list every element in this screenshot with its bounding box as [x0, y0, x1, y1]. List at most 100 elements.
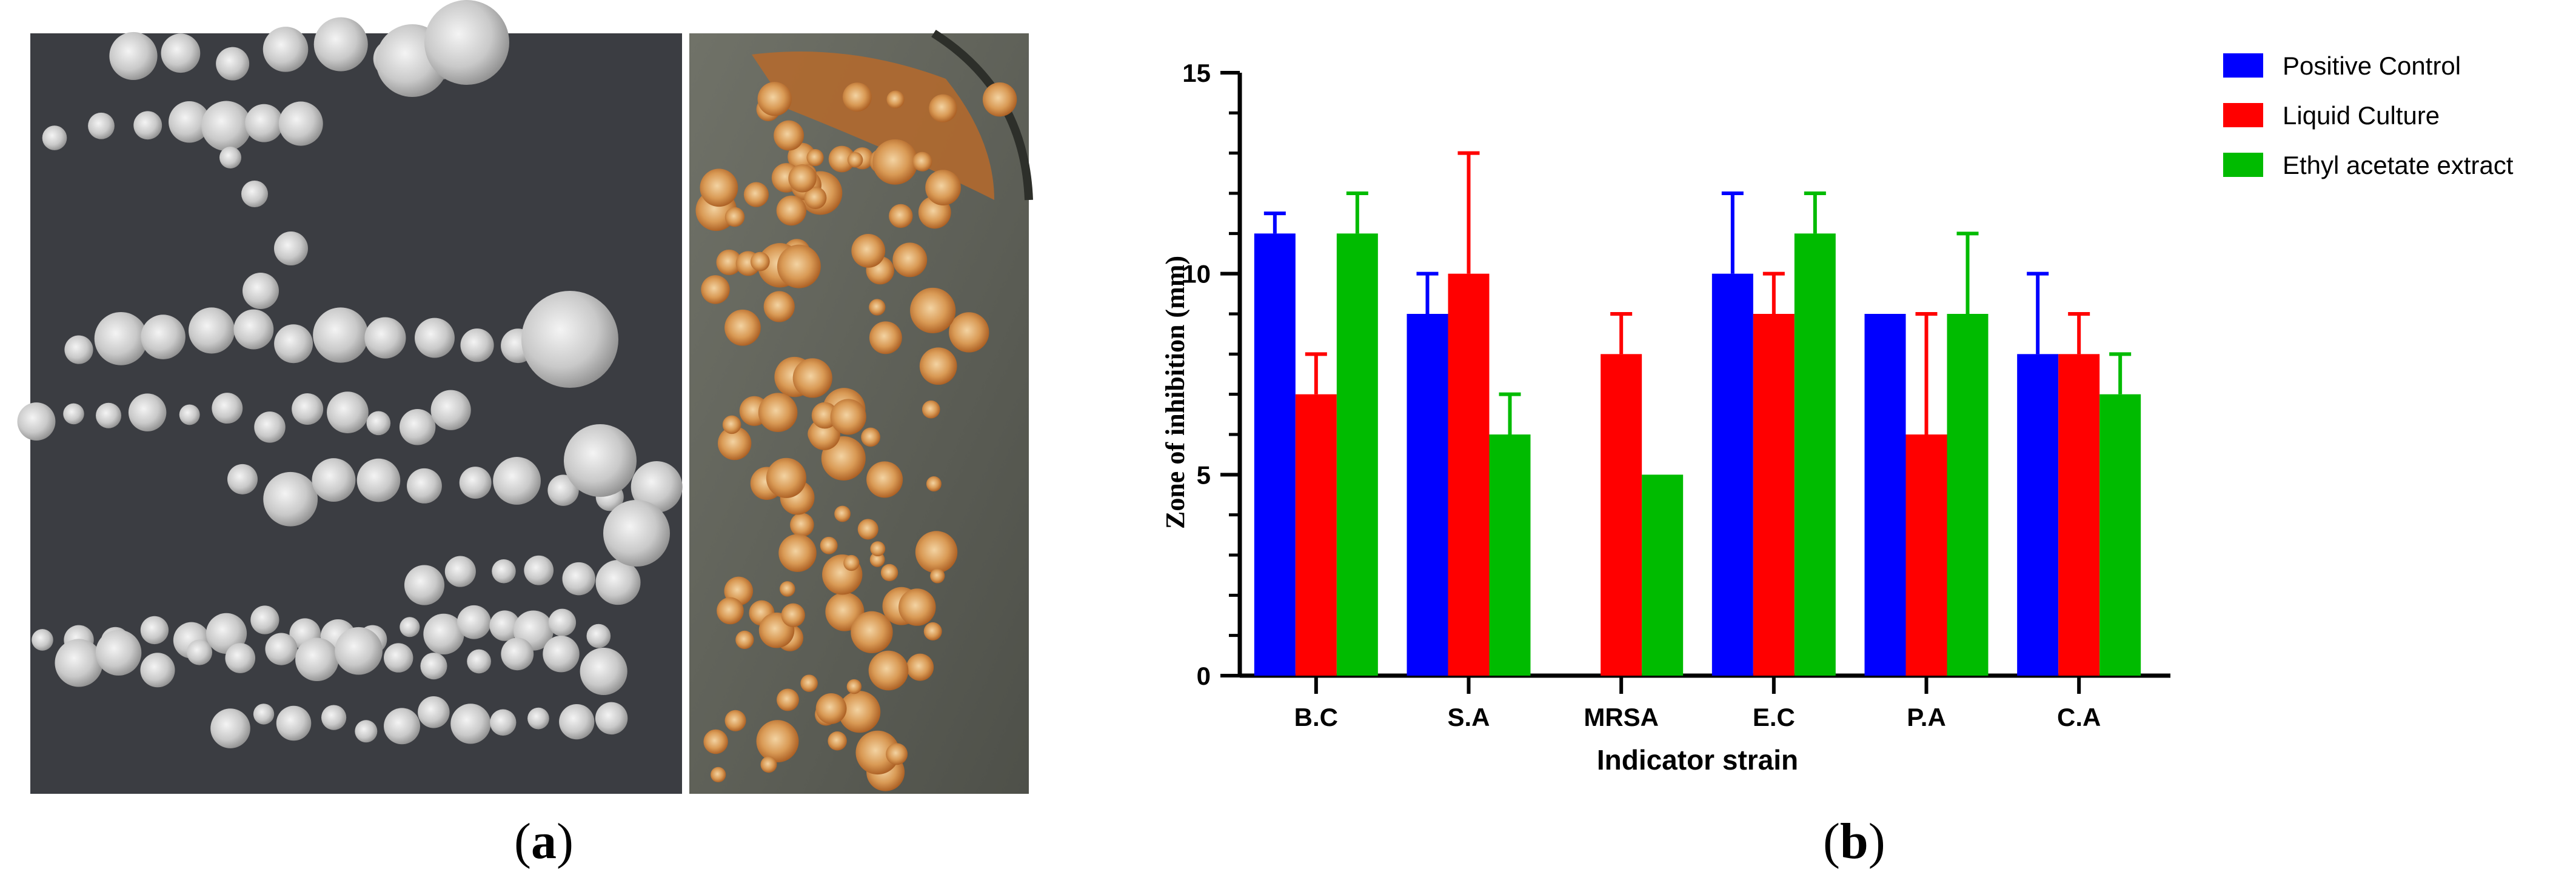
- gray-colony: [407, 468, 442, 504]
- panel-b: 0 5 10 15 B.C S.A MRSA E.C P.A C.A Indicator strai…: [1079, 0, 2576, 895]
- orange-colony: [915, 531, 958, 573]
- orange-colony: [780, 581, 795, 597]
- legend-label: Liquid Culture: [2283, 101, 2440, 130]
- gray-colony: [524, 555, 554, 585]
- y-tick-label: 5: [1197, 461, 1211, 489]
- orange-colony: [804, 187, 827, 210]
- gray-colony: [595, 702, 628, 735]
- orange-colony: [929, 94, 957, 122]
- bar: [1753, 314, 1795, 676]
- orange-colony: [758, 393, 798, 433]
- orange-colony: [919, 347, 957, 385]
- bar: [1295, 394, 1337, 676]
- gray-colony: [17, 402, 56, 441]
- bar: [1905, 434, 1947, 676]
- orange-colony: [886, 90, 905, 108]
- gray-colony: [219, 147, 241, 168]
- gray-colony: [603, 500, 670, 567]
- orange-colony: [735, 630, 754, 649]
- orange-colony: [717, 597, 744, 625]
- orange-colony: [889, 204, 913, 228]
- gray-colony: [460, 328, 494, 362]
- x-tick-label: C.A: [2057, 703, 2101, 731]
- orange-colony: [982, 82, 1017, 117]
- orange-colony: [922, 400, 940, 419]
- gray-colony: [430, 390, 471, 430]
- orange-colony: [912, 151, 932, 171]
- legend-swatch: [2223, 53, 2263, 78]
- gray-colony: [548, 608, 577, 637]
- orange-colony: [792, 358, 832, 398]
- gray-colony: [94, 311, 148, 365]
- y-tick-label: 15: [1182, 59, 1211, 87]
- gray-colony: [424, 0, 509, 85]
- orange-colony: [790, 513, 814, 537]
- orange-colony: [776, 195, 807, 226]
- orange-colony: [851, 611, 893, 653]
- gray-colony: [420, 653, 447, 680]
- orange-colony: [750, 251, 770, 271]
- gray-colony: [312, 458, 356, 502]
- orange-colony: [777, 688, 799, 711]
- photo-divider: [682, 33, 689, 794]
- gray-colony: [404, 565, 445, 605]
- legend-swatch: [2223, 153, 2263, 177]
- gray-colony: [64, 335, 93, 364]
- gray-colony: [63, 403, 84, 425]
- x-tick-label: MRSA: [1584, 703, 1659, 731]
- gray-colony: [467, 649, 491, 674]
- orange-colony: [756, 720, 799, 763]
- orange-colony: [724, 309, 761, 346]
- orange-colony: [851, 233, 886, 268]
- orange-colony: [781, 603, 805, 627]
- orange-colony: [703, 729, 728, 754]
- gray-colony: [384, 643, 413, 673]
- gray-colony: [295, 637, 339, 682]
- orange-colony: [777, 244, 821, 288]
- orange-colony: [828, 731, 847, 751]
- gray-colony: [212, 393, 243, 424]
- orange-colony: [869, 552, 885, 567]
- bar: [1489, 434, 1531, 676]
- gray-colony: [216, 47, 250, 81]
- gray-colony: [418, 696, 450, 728]
- orange-colony: [866, 461, 903, 498]
- gray-colony: [489, 610, 520, 641]
- bar: [2058, 354, 2100, 676]
- gray-colony: [179, 404, 200, 425]
- gray-colony: [580, 647, 627, 695]
- orange-colony: [872, 139, 918, 185]
- orange-colony: [869, 321, 902, 354]
- gray-colony: [42, 125, 67, 150]
- orange-colony: [949, 312, 989, 353]
- orange-colony: [760, 756, 777, 773]
- gray-colony: [263, 471, 318, 527]
- gray-colony: [631, 461, 683, 513]
- gray-colony: [586, 624, 611, 648]
- orange-colony: [800, 674, 818, 692]
- legend-swatch: [2223, 103, 2263, 127]
- orange-colony: [757, 82, 792, 116]
- gray-colony: [263, 27, 309, 72]
- orange-colonies: [695, 52, 1017, 791]
- orange-colony: [869, 299, 886, 316]
- orange-colony: [717, 426, 752, 461]
- bar: [1947, 314, 1989, 676]
- gray-colony: [96, 402, 122, 428]
- gray-colony: [265, 633, 298, 665]
- orange-colony: [870, 541, 886, 557]
- gray-colony: [225, 643, 256, 673]
- gray-colony: [278, 101, 323, 146]
- gray-colony: [547, 474, 579, 506]
- gray-colony: [55, 639, 103, 687]
- orange-colony: [910, 287, 956, 334]
- orange-colony: [923, 622, 942, 640]
- gray-colony: [457, 605, 491, 639]
- panel-a: (a): [0, 0, 1061, 895]
- gray-colony: [186, 639, 213, 665]
- gray-colony: [133, 111, 162, 140]
- orange-colony: [806, 148, 824, 167]
- orange-colony: [716, 249, 742, 276]
- orange-colony: [788, 142, 816, 171]
- gray-colony: [492, 559, 516, 584]
